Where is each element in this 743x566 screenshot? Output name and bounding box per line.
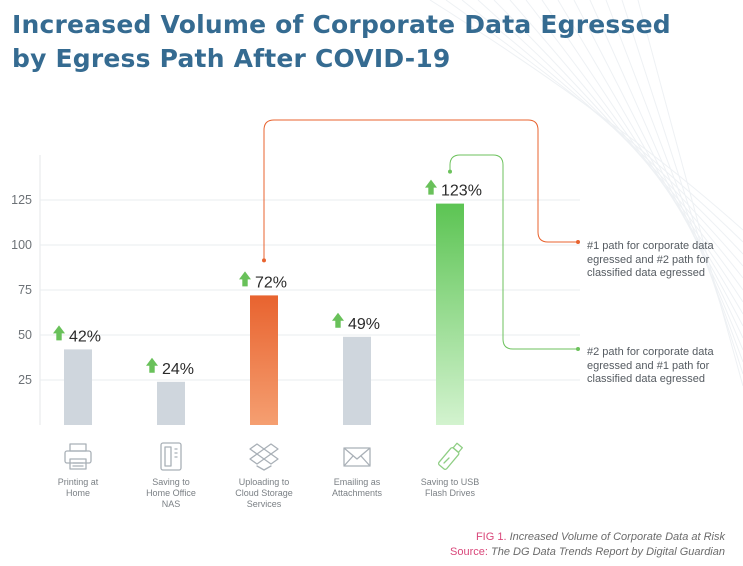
x-tick-label: NAS [162, 499, 181, 509]
usb-drive-icon [437, 442, 463, 471]
connector-dot [448, 169, 452, 174]
decorative-line [477, 0, 743, 267]
x-tick-label: Cloud Storage [235, 488, 293, 498]
value-label: 72% [255, 274, 287, 291]
decorative-line [509, 0, 743, 291]
value-label: 42% [69, 328, 101, 345]
up-arrow-icon [425, 179, 437, 195]
decorative-line [541, 0, 743, 315]
chart-title: Increased Volume of Corporate Data Egres… [12, 8, 671, 76]
decorative-line [605, 0, 743, 363]
y-tick-label: 125 [11, 193, 32, 207]
annotation-usb-drives: #2 path for corporate data egressed and … [587, 346, 714, 385]
source-text: The DG Data Trends Report by Digital Gua… [491, 546, 725, 558]
annotation-connectors [262, 119, 580, 351]
printer-icon [64, 443, 92, 470]
y-tick-label: 25 [18, 373, 32, 387]
y-tick-label: 50 [18, 328, 32, 342]
decorative-line [557, 0, 743, 327]
title-line-2: by Egress Path After COVID-19 [12, 44, 451, 73]
decorative-line [621, 0, 743, 375]
bar [250, 295, 278, 425]
source-label: Source: [450, 546, 488, 558]
envelope-icon [343, 447, 371, 467]
x-tick-label: Uploading to [239, 477, 290, 487]
value-label: 49% [348, 316, 380, 333]
annotation-cloud-storage: #1 path for corporate data egressed and … [587, 240, 714, 279]
figure-caption: FIG 1. Increased Volume of Corporate Dat… [450, 530, 725, 560]
y-tick-label: 100 [11, 238, 32, 252]
x-tick-label: Home Office [146, 488, 196, 498]
connector-dot [576, 240, 580, 244]
x-tick-label: Flash Drives [425, 488, 476, 498]
cloud-box-icon [249, 443, 279, 471]
connector-cloud-storage [263, 119, 578, 261]
connector-dot [576, 347, 580, 351]
nas-drive-icon [160, 442, 182, 471]
bar [157, 381, 185, 425]
connector-dot [262, 258, 266, 263]
x-tick-label: Attachments [332, 488, 383, 498]
value-label: 123% [441, 183, 482, 200]
decorative-line [573, 0, 743, 339]
decorative-line [589, 0, 743, 351]
grid: 25 50 75 100 125 [11, 155, 580, 425]
value-label: 24% [162, 361, 194, 378]
decorative-line [493, 0, 743, 279]
y-tick-label: 75 [18, 283, 32, 297]
bar [64, 349, 92, 425]
bar [436, 203, 464, 425]
x-tick-label: Printing at [58, 477, 99, 487]
up-arrow-icon [239, 271, 251, 287]
bar [343, 336, 371, 425]
connector-usb-drives [449, 154, 578, 350]
decorative-line [637, 0, 743, 387]
x-tick-label: Saving to USB [421, 477, 480, 487]
up-arrow-icon [332, 312, 344, 328]
decorative-line [525, 0, 743, 303]
x-tick-label: Saving to [152, 477, 190, 487]
fig-line: FIG 1. Increased Volume of Corporate Dat… [450, 530, 725, 545]
x-tick-label: Emailing as [334, 477, 381, 487]
up-arrow-icon [53, 325, 65, 341]
title-line-1: Increased Volume of Corporate Data Egres… [12, 10, 671, 39]
source-line: Source: The DG Data Trends Report by Dig… [450, 545, 725, 560]
up-arrow-icon [146, 357, 158, 373]
fig-label: FIG 1. [475, 531, 507, 543]
fig-text: Increased Volume of Corporate Data at Ri… [509, 531, 725, 543]
x-tick-label: Services [247, 499, 282, 509]
x-tick-label: Home [66, 488, 90, 498]
category-icons [64, 442, 463, 471]
